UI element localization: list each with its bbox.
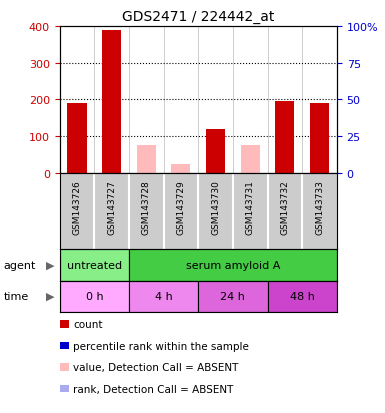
Text: time: time	[4, 291, 29, 301]
Text: 24 h: 24 h	[221, 291, 245, 301]
Bar	[206, 129, 225, 173]
Text: GSM143726: GSM143726	[72, 180, 82, 234]
Text: agent: agent	[4, 260, 36, 271]
Text: 0 h: 0 h	[85, 291, 103, 301]
Bar	[275, 102, 295, 173]
Bar	[129, 250, 337, 281]
Bar	[60, 250, 129, 281]
Bar	[137, 146, 156, 173]
Text: GSM143729: GSM143729	[176, 180, 186, 234]
Text: GSM143727: GSM143727	[107, 180, 116, 234]
Bar	[241, 146, 260, 173]
Text: value, Detection Call = ABSENT: value, Detection Call = ABSENT	[73, 362, 239, 372]
Bar	[310, 104, 329, 173]
Text: ▶: ▶	[46, 291, 54, 301]
Bar	[67, 104, 87, 173]
Text: 48 h: 48 h	[290, 291, 315, 301]
Text: percentile rank within the sample: percentile rank within the sample	[73, 341, 249, 351]
Bar	[129, 281, 198, 312]
Bar	[171, 164, 191, 173]
Text: rank, Detection Call = ABSENT: rank, Detection Call = ABSENT	[73, 384, 234, 394]
Text: GSM143730: GSM143730	[211, 180, 220, 234]
Text: count: count	[73, 319, 103, 329]
Text: serum amyloid A: serum amyloid A	[186, 260, 280, 271]
Text: GSM143732: GSM143732	[280, 180, 290, 234]
Bar	[60, 281, 129, 312]
Text: GSM143731: GSM143731	[246, 180, 255, 234]
Text: GSM143728: GSM143728	[142, 180, 151, 234]
Bar	[198, 281, 268, 312]
Title: GDS2471 / 224442_at: GDS2471 / 224442_at	[122, 10, 275, 24]
Text: GSM143733: GSM143733	[315, 180, 324, 234]
Text: untreated: untreated	[67, 260, 122, 271]
Text: ▶: ▶	[46, 260, 54, 271]
Text: 4 h: 4 h	[155, 291, 172, 301]
Bar	[102, 31, 121, 173]
Bar	[268, 281, 337, 312]
